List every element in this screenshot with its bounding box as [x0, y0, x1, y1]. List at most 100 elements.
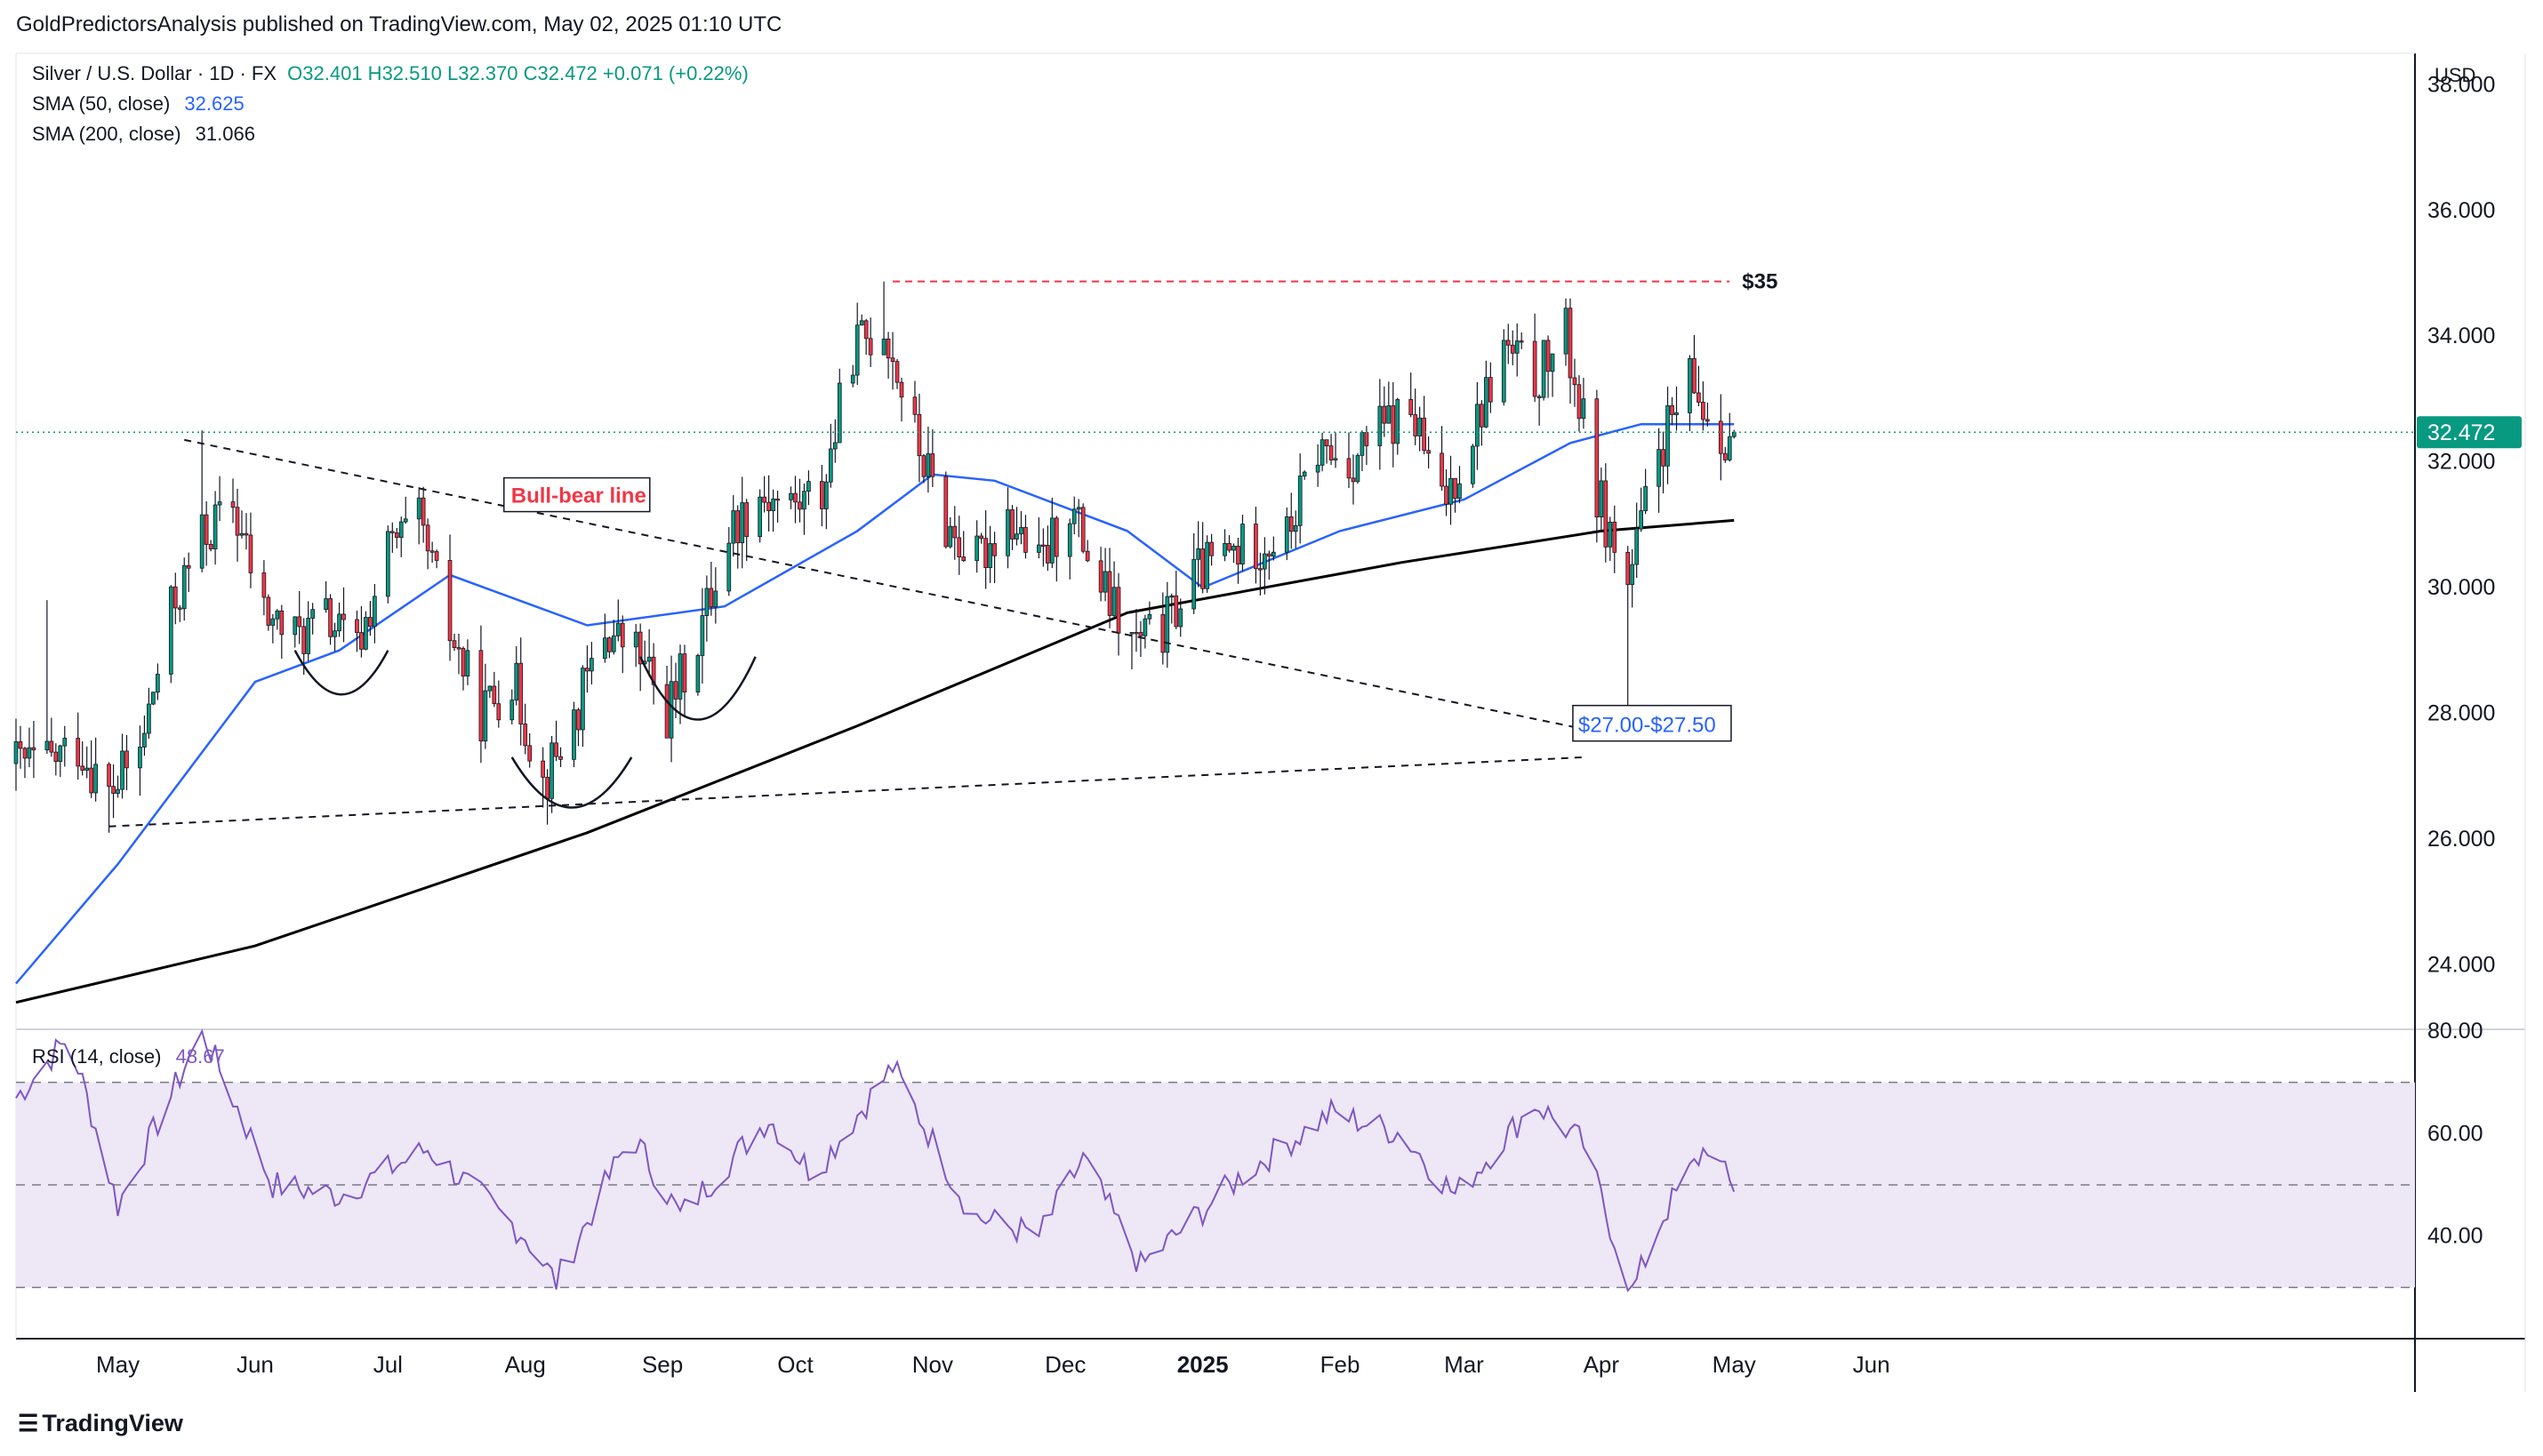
- last-price-badge[interactable]: [2417, 416, 2522, 449]
- candle-body[interactable]: [18, 741, 23, 749]
- candle-body[interactable]: [726, 542, 732, 592]
- candle-body[interactable]: [213, 504, 218, 549]
- candle-body[interactable]: [1258, 568, 1263, 571]
- candle-body[interactable]: [156, 673, 160, 693]
- candle-body[interactable]: [585, 668, 590, 672]
- candle-body[interactable]: [948, 525, 953, 548]
- candle-body[interactable]: [1701, 402, 1705, 420]
- candle-body[interactable]: [1550, 353, 1555, 372]
- candle-body[interactable]: [979, 535, 983, 540]
- candle-body[interactable]: [894, 361, 900, 383]
- candle-body[interactable]: [992, 543, 997, 556]
- sma50-legend[interactable]: SMA (50, close) 32.625: [32, 92, 245, 116]
- candle-body[interactable]: [1568, 308, 1573, 379]
- candle-body[interactable]: [1670, 405, 1674, 415]
- candle-body[interactable]: [1254, 524, 1258, 570]
- candle-body[interactable]: [837, 382, 842, 444]
- candle-body[interactable]: [293, 616, 298, 636]
- candle-body[interactable]: [151, 692, 156, 705]
- candle-body[interactable]: [447, 560, 453, 642]
- price-pane[interactable]: [16, 53, 2415, 1028]
- candle-body[interactable]: [1727, 436, 1732, 460]
- candle-body[interactable]: [1288, 516, 1294, 532]
- candle-body[interactable]: [398, 521, 404, 539]
- candle-body[interactable]: [1328, 445, 1334, 460]
- candle-body[interactable]: [1346, 458, 1352, 479]
- candle-body[interactable]: [147, 703, 151, 734]
- candle-body[interactable]: [1471, 445, 1475, 484]
- candle-body[interactable]: [172, 586, 178, 609]
- candle-body[interactable]: [1519, 340, 1524, 343]
- symbol-legend[interactable]: Silver / U.S. Dollar · 1D · FX O32.401 H…: [32, 62, 749, 85]
- candle-body[interactable]: [1612, 521, 1617, 553]
- candle-body[interactable]: [1107, 571, 1112, 616]
- candle-body[interactable]: [988, 543, 992, 568]
- candle-body[interactable]: [695, 654, 701, 692]
- candle-body[interactable]: [633, 631, 638, 648]
- candle-body[interactable]: [899, 381, 904, 398]
- candle-body[interactable]: [80, 765, 85, 771]
- candle-body[interactable]: [93, 764, 98, 794]
- candle-body[interactable]: [1134, 632, 1139, 635]
- candle-body[interactable]: [669, 681, 674, 739]
- candle-body[interactable]: [1643, 485, 1648, 512]
- candle-body[interactable]: [1080, 507, 1086, 552]
- candle-body[interactable]: [558, 756, 563, 760]
- candle-body[interactable]: [952, 525, 958, 539]
- candle-body[interactable]: [364, 617, 368, 650]
- candle-body[interactable]: [523, 724, 528, 747]
- candle-body[interactable]: [53, 751, 59, 763]
- candle-body[interactable]: [1324, 439, 1329, 447]
- candle-body[interactable]: [890, 357, 895, 363]
- candle-body[interactable]: [1284, 516, 1289, 553]
- candle-body[interactable]: [27, 747, 32, 759]
- candle-body[interactable]: [917, 413, 922, 457]
- candle-body[interactable]: [735, 510, 741, 544]
- candle-body[interactable]: [107, 764, 111, 788]
- candle-body[interactable]: [235, 507, 240, 536]
- candle-body[interactable]: [1360, 432, 1365, 456]
- candle-body[interactable]: [1111, 587, 1117, 616]
- candle-body[interactable]: [452, 640, 457, 648]
- candle-body[interactable]: [111, 786, 116, 794]
- candle-body[interactable]: [1116, 587, 1121, 634]
- candle-body[interactable]: [341, 613, 346, 620]
- candle-body[interactable]: [1697, 392, 1701, 403]
- candle-body[interactable]: [1625, 551, 1631, 585]
- candle-body[interactable]: [355, 619, 359, 634]
- candle-body[interactable]: [1657, 449, 1661, 487]
- candle-body[interactable]: [1391, 405, 1396, 444]
- candle-body[interactable]: [1138, 632, 1143, 636]
- candle-body[interactable]: [84, 767, 90, 771]
- cup-pattern-arc[interactable]: [293, 650, 389, 696]
- candle-body[interactable]: [181, 564, 187, 610]
- candle-body[interactable]: [1688, 357, 1692, 413]
- candle-body[interactable]: [921, 455, 927, 477]
- candle-body[interactable]: [1440, 452, 1444, 487]
- candle-body[interactable]: [832, 442, 838, 450]
- candle-body[interactable]: [359, 632, 364, 650]
- candle-body[interactable]: [1165, 596, 1170, 653]
- candle-body[interactable]: [615, 622, 621, 636]
- candle-body[interactable]: [1067, 523, 1072, 557]
- candle-body[interactable]: [168, 586, 173, 675]
- candle-body[interactable]: [1457, 483, 1462, 499]
- candle-body[interactable]: [912, 396, 918, 415]
- candle-body[interactable]: [731, 510, 736, 544]
- candle-body[interactable]: [1227, 543, 1231, 551]
- candle-body[interactable]: [1581, 398, 1586, 420]
- candle-body[interactable]: [204, 514, 209, 545]
- candle-body[interactable]: [806, 481, 811, 492]
- candle-body[interactable]: [518, 662, 524, 724]
- candle-body[interactable]: [740, 502, 745, 544]
- candle-body[interactable]: [230, 501, 236, 508]
- candle-body[interactable]: [76, 738, 81, 767]
- candle-body[interactable]: [394, 532, 399, 539]
- candle-body[interactable]: [1514, 340, 1520, 354]
- candle-body[interactable]: [1209, 541, 1214, 556]
- candle-body[interactable]: [483, 690, 488, 742]
- candle-body[interactable]: [389, 531, 395, 533]
- candle-body[interactable]: [1129, 632, 1135, 635]
- candle-body[interactable]: [1041, 544, 1046, 547]
